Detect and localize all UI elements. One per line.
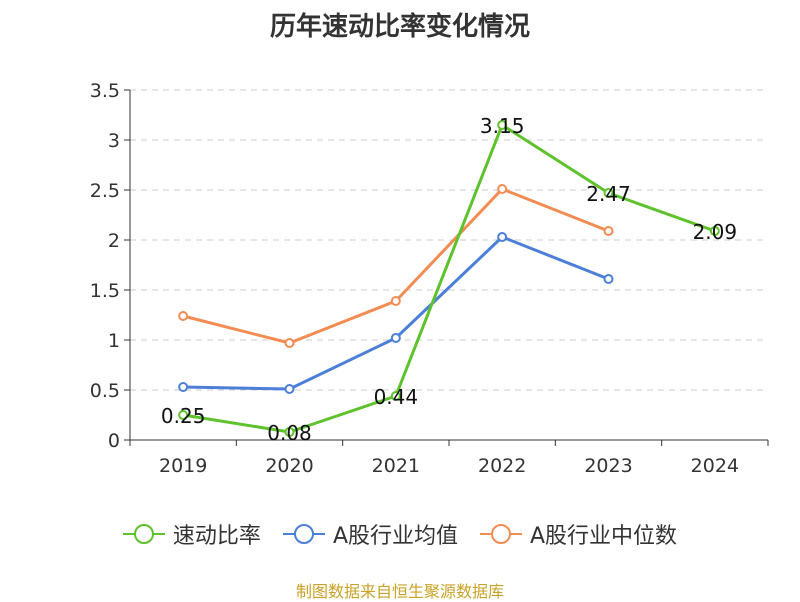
axes: 0 0.5 1 1.5 2 2.5 3 3.5 2019 2020 2021 2022 2023 2024 xyxy=(90,80,769,477)
y-tick-label: 3.5 xyxy=(90,80,120,102)
data-point-2 xyxy=(603,226,614,236)
x-tick-label: 2024 xyxy=(691,455,739,477)
legend-label: A股行业均值 xyxy=(332,524,458,549)
data-point-2 xyxy=(178,311,189,321)
x-tick-label: 2020 xyxy=(265,455,313,477)
data-point-2 xyxy=(497,184,508,194)
legend: 速动比率 A股行业均值 A股行业中位数 xyxy=(0,518,800,550)
data-point-0 xyxy=(178,410,189,420)
grid-lines xyxy=(130,89,768,391)
legend-marker xyxy=(491,524,511,544)
legend-swatch xyxy=(122,524,165,544)
data-point-2 xyxy=(284,338,295,348)
data-point-2 xyxy=(390,296,401,306)
source-note: 制图数据来自恒生聚源数据库 xyxy=(295,582,504,601)
data-point-1 xyxy=(178,382,189,392)
data-label: 0.44 xyxy=(374,385,419,409)
data-point-0 xyxy=(709,226,720,236)
legend-item[interactable]: 速动比率 xyxy=(122,518,261,550)
legend-item[interactable]: A股行业中位数 xyxy=(480,518,677,550)
data-point-0 xyxy=(603,188,614,198)
y-tick-label: 2 xyxy=(108,230,120,252)
data-point-0 xyxy=(284,427,295,437)
chart-title: 历年速动比率变化情况 xyxy=(269,12,530,42)
legend-swatch xyxy=(480,524,522,544)
x-tick-label: 2019 xyxy=(159,455,207,477)
data-label: 2.47 xyxy=(586,182,631,206)
series-line-2 xyxy=(182,187,610,345)
series-line-1 xyxy=(183,235,610,391)
y-tick-label: 1.5 xyxy=(90,280,120,302)
x-tick-label: 2023 xyxy=(584,455,632,477)
data-point-0 xyxy=(390,391,401,401)
data-point-1 xyxy=(390,333,401,343)
data-point-1 xyxy=(603,274,614,284)
x-tick-label: 2021 xyxy=(372,455,420,477)
data-label: 0.25 xyxy=(161,404,206,428)
legend-label: A股行业中位数 xyxy=(530,524,678,549)
data-label: 0.08 xyxy=(267,421,312,445)
y-tick-label: 1 xyxy=(108,330,120,352)
data-label: 3.15 xyxy=(480,114,525,138)
legend-swatch xyxy=(282,524,325,544)
series-line-0 xyxy=(182,123,716,434)
legend-item[interactable]: A股行业均值 xyxy=(282,518,458,550)
y-tick-label: 0 xyxy=(108,430,120,452)
y-tick-label: 3 xyxy=(108,130,120,152)
legend-marker xyxy=(133,524,154,544)
data-label: 2.09 xyxy=(693,220,738,244)
legend-label: 速动比率 xyxy=(172,524,261,549)
data-point-1 xyxy=(497,232,508,242)
x-tick-label: 2022 xyxy=(478,455,526,477)
data-point-1 xyxy=(284,384,295,394)
data-point-0 xyxy=(497,120,508,130)
data-labels: 0.25 0.08 0.44 3.15 2.47 2.09 xyxy=(161,114,737,445)
series-lines xyxy=(178,120,720,437)
y-tick-label: 0.5 xyxy=(90,380,120,402)
y-tick-label: 2.5 xyxy=(90,180,120,202)
legend-marker xyxy=(293,524,314,544)
